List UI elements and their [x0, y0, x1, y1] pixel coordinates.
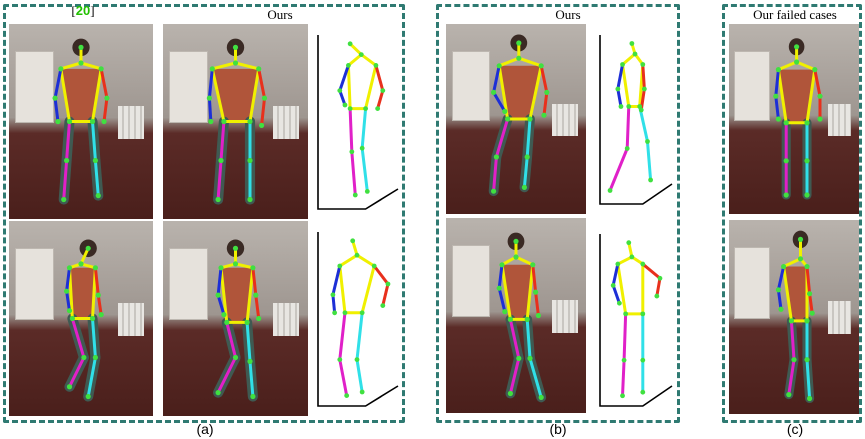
panel-c-frame [722, 4, 862, 423]
panel-b-ours-label: Ours [555, 7, 581, 22]
panel-a-ours-photo-top [163, 24, 308, 219]
panel-a-3d-skeleton-top [314, 33, 400, 213]
panel-b-frame [436, 4, 680, 423]
citation-number: 20 [75, 3, 91, 18]
panel-a-3d-skeleton-bottom [314, 230, 400, 410]
panel-a-frame [3, 4, 405, 423]
panel-b-caption: (b) [549, 421, 567, 437]
panel-c-caption: (c) [786, 421, 804, 437]
panel-a-caption: (a) [196, 421, 214, 437]
panel-c-photo-top [729, 24, 859, 214]
panel-a-ref-label: [20] [71, 3, 95, 18]
panel-a-ours-photo-bottom [163, 221, 308, 416]
panel-b-3d-skeleton-top [596, 33, 674, 208]
panel-a-baseline-photo-bottom [9, 221, 153, 416]
panel-b-3d-skeleton-bottom [596, 232, 674, 410]
panel-b-photo-top [446, 24, 586, 214]
panel-a-baseline-photo-top [9, 24, 153, 219]
panel-c-title: Our failed cases [753, 7, 837, 22]
panel-a-ours-label: Ours [267, 7, 293, 22]
panel-c-photo-bottom [729, 220, 859, 414]
panel-b-photo-bottom [446, 218, 586, 413]
